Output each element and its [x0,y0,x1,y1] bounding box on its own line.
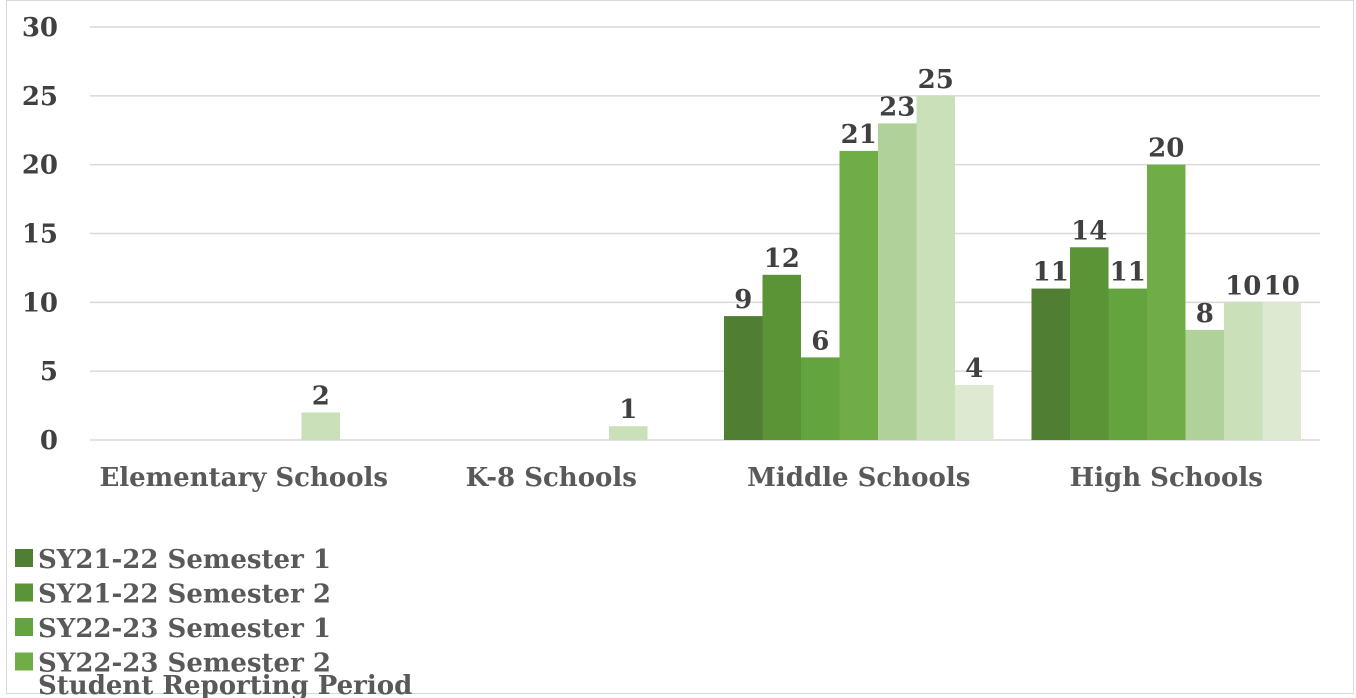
y-tick-label: 15 [22,220,58,250]
data-label: 1 [619,395,637,425]
legend-swatch [15,652,33,671]
legend-entry-label: SY22-23 Semester 1 [38,614,331,644]
bar [1108,288,1147,440]
data-label: 10 [1264,271,1300,301]
bar [609,426,648,440]
legend-swatch [15,583,33,602]
bar [839,150,878,440]
bar [1070,247,1109,440]
bar [955,384,994,440]
legend-swatch [15,549,33,567]
bar [1224,302,1263,440]
data-label: 23 [879,92,915,122]
data-label: 21 [841,120,877,150]
legend-entry-label: SY21-22 Semester 2 [38,580,331,610]
data-label: 9 [734,285,752,315]
data-label: 10 [1225,271,1261,301]
bar [1185,329,1224,440]
bar [724,316,763,440]
data-label: 12 [764,244,800,274]
y-tick-label: 20 [22,151,58,181]
y-tick-label: 5 [40,357,58,387]
data-label: 6 [811,326,829,356]
y-tick-label: 30 [22,13,58,43]
bar [916,95,955,440]
legend: SY21-22 Semester 1 SY21-22 Semester 2 SY22… [15,545,412,698]
category-label: K-8 Schools [466,463,637,493]
y-tick-label: 0 [40,426,58,456]
data-label: 14 [1071,216,1107,246]
bar [801,357,840,440]
bar [301,412,340,440]
data-label: 11 [1110,258,1146,288]
legend-swatch [15,618,33,636]
bar [762,274,801,440]
x-axis-title-overlap: Student Reporting Period [38,671,412,698]
legend-entry-label: SY22-23 Semester 2 [38,649,331,679]
category-label: Middle Schools [747,463,970,493]
bar [1147,164,1186,440]
bar [1262,302,1301,440]
bar [1031,288,1070,440]
data-label: 2 [312,381,330,411]
category-label: High Schools [1070,463,1263,493]
data-label: 4 [965,354,983,384]
y-tick-label: 10 [22,288,58,318]
data-label: 8 [1196,299,1214,329]
bars [301,95,1301,440]
data-label: 25 [918,65,954,95]
y-axis-tick-labels: 0 5 10 15 20 25 30 [22,13,58,456]
bar [878,123,917,440]
category-label: Elementary Schools [99,463,388,493]
y-tick-label: 25 [22,82,58,112]
x-axis-category-labels: Elementary Schools K-8 Schools Middle Scho… [99,463,1262,493]
legend-entry-label: SY21-22 Semester 1 [38,545,331,575]
data-label: 11 [1033,258,1069,288]
data-label: 20 [1148,134,1184,164]
